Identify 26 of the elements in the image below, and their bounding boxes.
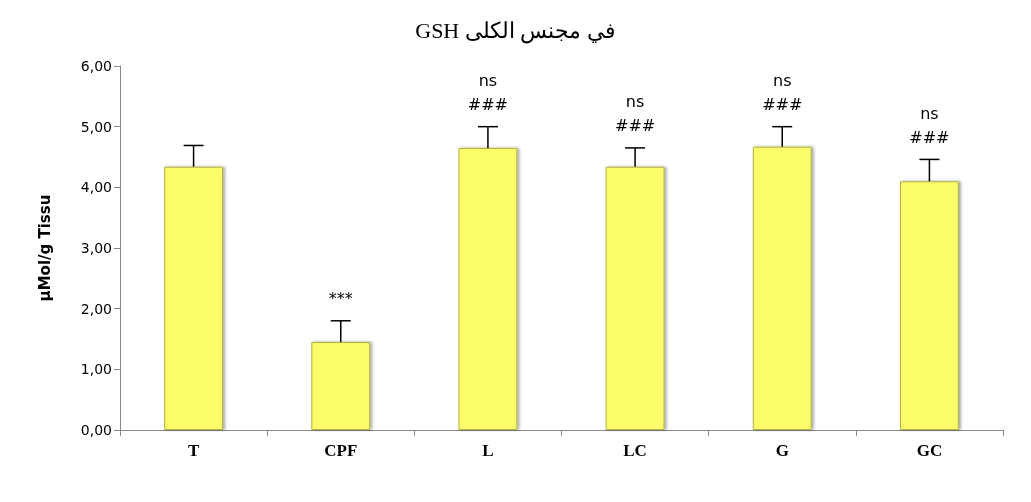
x-tick-label: T bbox=[187, 441, 200, 460]
bar bbox=[605, 166, 665, 430]
bar bbox=[899, 181, 959, 430]
annotation: ns ### bbox=[762, 71, 803, 115]
y-axis-title: µMol/g Tissu bbox=[35, 194, 54, 302]
annotation: *** bbox=[328, 289, 353, 309]
bar bbox=[311, 342, 371, 430]
bar bbox=[164, 166, 224, 430]
annotation: ns ### bbox=[909, 103, 950, 147]
y-tick-label: 2,00 bbox=[80, 300, 112, 317]
x-tick-label: GC bbox=[916, 441, 943, 460]
y-tick-label: 6,00 bbox=[80, 58, 112, 74]
y-tick-label: 4,00 bbox=[80, 179, 112, 196]
y-tick-label: 1,00 bbox=[80, 361, 112, 378]
y-tick-label: 5,00 bbox=[80, 118, 112, 135]
y-tick-label: 0,00 bbox=[80, 422, 112, 438]
annotation: ns ### bbox=[467, 71, 509, 115]
x-tick-label: CPF bbox=[324, 441, 358, 460]
y-tick-label: 3,00 bbox=[80, 240, 112, 256]
bar bbox=[458, 147, 518, 430]
chart-title: GSH في مجنس الكلى bbox=[415, 17, 616, 44]
x-tick-label: LC bbox=[623, 441, 647, 460]
x-tick-label: L bbox=[482, 441, 494, 460]
x-tick-label: G bbox=[775, 441, 789, 460]
annotation: ns ### bbox=[614, 92, 656, 136]
bar bbox=[752, 146, 812, 430]
